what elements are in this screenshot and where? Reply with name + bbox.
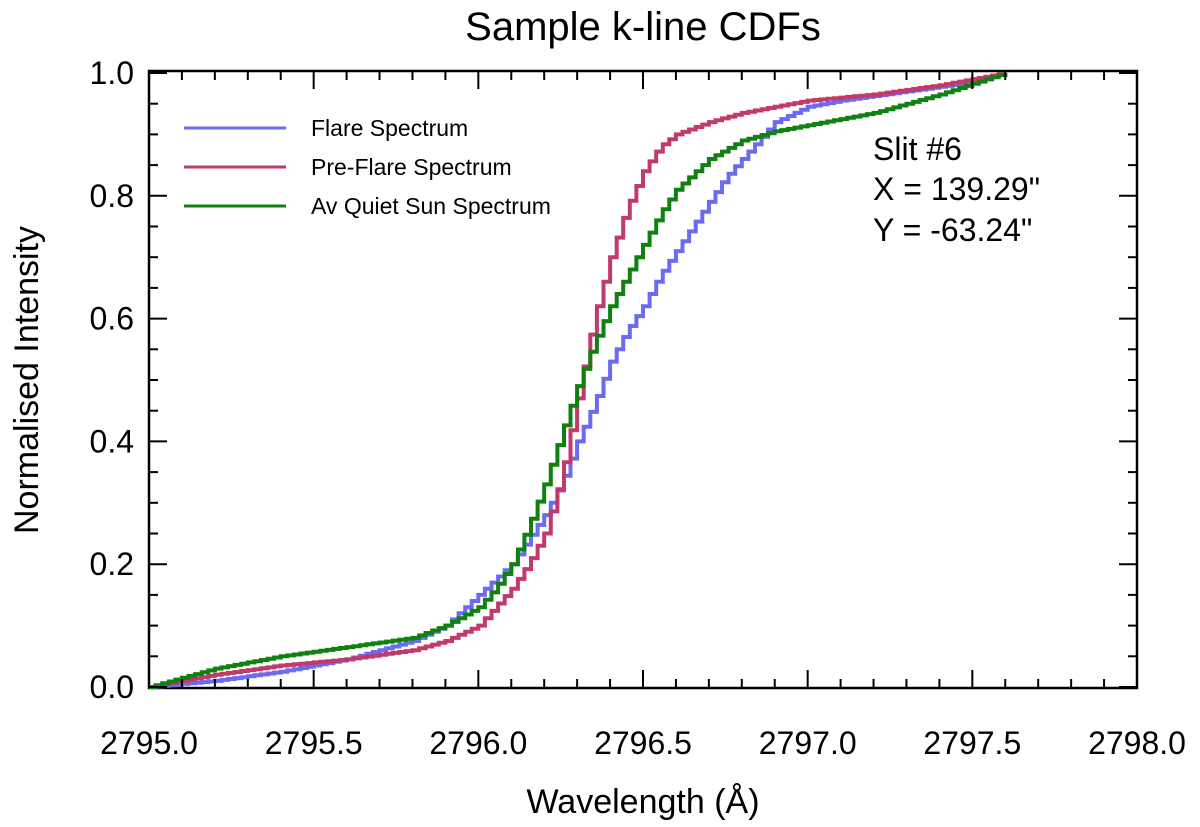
x-tick-label: 2795.0 [100,725,198,761]
x-tick-label: 2797.5 [923,725,1021,761]
legend-label-flare: Flare Spectrum [311,115,468,141]
x-axis-label: Wavelength (Å) [526,783,759,821]
annotation-x: X = 139.29" [873,171,1040,207]
annotation-slit: Slit #6 [873,131,962,167]
y-tick-labels: 0.0 0.2 0.4 0.6 0.8 1.0 [90,55,134,705]
x-tick-label: 2797.0 [759,725,857,761]
annotation-block: Slit #6 X = 139.29" Y = -63.24" [873,131,1040,248]
chart-title: Sample k-line CDFs [465,5,821,49]
x-tick-label: 2796.5 [594,725,692,761]
y-tick-label: 0.4 [90,423,134,459]
x-tick-label: 2798.0 [1088,725,1186,761]
x-tick-labels: 2795.0 2795.5 2796.0 2796.5 2797.0 2797.5 2798… [100,725,1186,761]
series-quiet-sun-line [149,73,1008,689]
y-tick-label: 0.8 [90,178,134,214]
y-tick-label: 0.2 [90,546,134,582]
series-layer [149,72,1008,689]
y-axis-label: Normalised Intensity [8,226,46,534]
x-tick-label: 2796.0 [429,725,527,761]
y-tick-label: 0.0 [90,669,134,705]
x-tick-label: 2795.5 [265,725,363,761]
series-flare-line [149,72,1008,689]
legend: Flare Spectrum Pre-Flare Spectrum Av Qui… [184,115,551,219]
legend-label-quiet-sun: Av Quiet Sun Spectrum [311,193,551,219]
annotation-y: Y = -63.24" [873,212,1032,248]
legend-label-pre-flare: Pre-Flare Spectrum [311,154,512,180]
y-tick-label: 1.0 [90,55,134,91]
y-tick-label: 0.6 [90,301,134,337]
ticks-layer [149,71,1137,688]
plot-frame [147,69,1139,690]
